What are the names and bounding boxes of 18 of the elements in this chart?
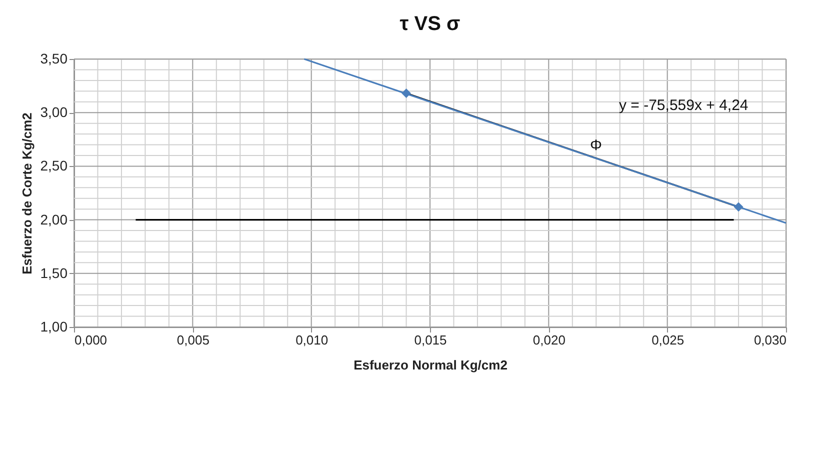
annotation: y = -75,559x + 4,24 (619, 97, 748, 114)
x-tick-label: 0,030 (754, 332, 786, 348)
chart-title: τ VS σ (400, 13, 461, 35)
y-axis-title: Esfuerzo de Corte Kg/cm2 (19, 112, 34, 274)
x-tick-label: 0,005 (176, 332, 210, 348)
y-tick-label: 2,00 (40, 211, 68, 228)
y-tick-label: 2,50 (40, 158, 68, 174)
y-tick-label: 3,50 (40, 50, 68, 66)
x-axis-title: Esfuerzo Normal Kg/cm2 (354, 358, 508, 372)
annotation: Φ (590, 137, 602, 154)
y-tick-label: 1,50 (40, 264, 68, 281)
y-tick-label: 3,00 (40, 104, 68, 120)
x-tick-label: 0,020 (532, 332, 566, 348)
x-tick-label: 0,025 (652, 332, 684, 348)
x-tick-label: 0,015 (414, 332, 447, 348)
y-tick-label: 1,00 (40, 318, 68, 334)
x-tick-label: 0,010 (296, 332, 328, 348)
x-tick-label: 0,000 (74, 332, 108, 348)
